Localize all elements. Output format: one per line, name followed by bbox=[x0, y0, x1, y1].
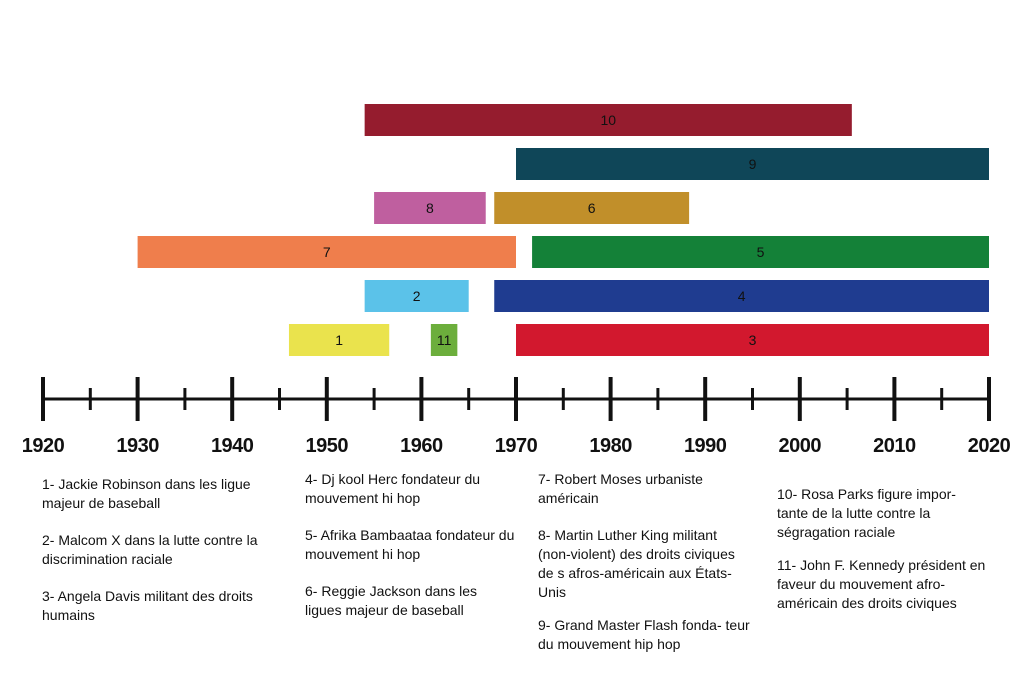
tick-label-1960: 1960 bbox=[400, 435, 443, 457]
bar-label: 1 bbox=[335, 332, 343, 348]
legend-item-3: 3- Angela Davis militant des droits huma… bbox=[42, 588, 253, 623]
bar-rect bbox=[532, 236, 989, 268]
tick-label-1970: 1970 bbox=[495, 435, 538, 457]
bar-rect bbox=[516, 324, 989, 356]
legend-item-4: 4- Dj kool Herc fondateur du mouvement h… bbox=[305, 471, 481, 506]
timeline-bar-2: 2 bbox=[364, 280, 469, 312]
bar-label: 10 bbox=[600, 112, 616, 128]
timeline-bar-6: 6 bbox=[494, 192, 690, 224]
legend-item-9: 9- Grand Master Flash fonda- teur du mou… bbox=[538, 617, 750, 652]
legend-column-4: 10- Rosa Parks figure impor- tante de la… bbox=[777, 485, 987, 631]
axis: 1920 1930 1940 1950 1960 1970 1980 1990 2000 2010… bbox=[22, 377, 1011, 457]
legend-item-10: 10- Rosa Parks figure impor- tante de la… bbox=[777, 486, 956, 540]
bar-rect bbox=[374, 192, 486, 224]
bar-label: 6 bbox=[588, 200, 596, 216]
tick-label-2020: 2020 bbox=[968, 435, 1011, 457]
legend-item-2: 2- Malcom X dans la lutte contre la disc… bbox=[42, 532, 258, 567]
legend-item-8: 8- Martin Luther King militant (non-viol… bbox=[538, 527, 735, 600]
bar-label: 9 bbox=[749, 156, 757, 172]
bar-label: 11 bbox=[437, 332, 452, 348]
legend-item-5: 5- Afrika Bambaataa fondateur du mouveme… bbox=[305, 527, 515, 562]
tick-label-1940: 1940 bbox=[211, 435, 254, 457]
tick-label-2010: 2010 bbox=[873, 435, 916, 457]
bar-label: 4 bbox=[738, 288, 746, 304]
tick-label-1950: 1950 bbox=[306, 435, 349, 457]
legend-item-7: 7- Robert Moses urbaniste américain bbox=[538, 471, 703, 506]
timeline-bar-9: 9 bbox=[516, 148, 989, 180]
bar-rect bbox=[494, 280, 989, 312]
tick-label-1980: 1980 bbox=[589, 435, 632, 457]
bar-rect bbox=[364, 280, 469, 312]
bar-rect bbox=[430, 324, 458, 356]
timeline-bar-5: 5 bbox=[532, 236, 989, 268]
legend-item-11: 11- John F. Kennedy président en faveur … bbox=[777, 557, 986, 611]
timeline-bar-3: 3 bbox=[516, 324, 989, 356]
bar-rect bbox=[137, 236, 516, 268]
legend-item-6: 6- Reggie Jackson dans les ligues majeur… bbox=[305, 583, 477, 618]
legend-column-3: 7- Robert Moses urbaniste américain 8- M… bbox=[538, 470, 750, 672]
bar-label: 3 bbox=[749, 332, 757, 348]
bar-rect bbox=[516, 148, 989, 180]
bar-label: 7 bbox=[323, 244, 331, 260]
legend-column-1: 1- Jackie Robinson dans les ligue majeur… bbox=[42, 475, 262, 643]
bar-rect bbox=[364, 104, 852, 136]
timeline-bar-7: 7 bbox=[137, 236, 516, 268]
bar-rect bbox=[288, 324, 390, 356]
tick-label-1920: 1920 bbox=[22, 435, 65, 457]
timeline-bar-4: 4 bbox=[494, 280, 989, 312]
bar-label: 8 bbox=[426, 200, 434, 216]
timeline-bar-1: 1 bbox=[288, 324, 390, 356]
timeline-bar-8: 8 bbox=[374, 192, 486, 224]
legend-item-1: 1- Jackie Robinson dans les ligue majeur… bbox=[42, 476, 251, 511]
bar-rect bbox=[494, 192, 690, 224]
tick-label-1990: 1990 bbox=[684, 435, 727, 457]
timeline-bar-10: 10 bbox=[364, 104, 852, 136]
bar-label: 5 bbox=[757, 244, 765, 260]
tick-label-2000: 2000 bbox=[779, 435, 822, 457]
tick-label-1930: 1930 bbox=[116, 435, 159, 457]
timeline-bar-11: 11 bbox=[430, 324, 458, 356]
bar-label: 2 bbox=[413, 288, 421, 304]
legend-column-2: 4- Dj kool Herc fondateur du mouvement h… bbox=[305, 470, 515, 638]
